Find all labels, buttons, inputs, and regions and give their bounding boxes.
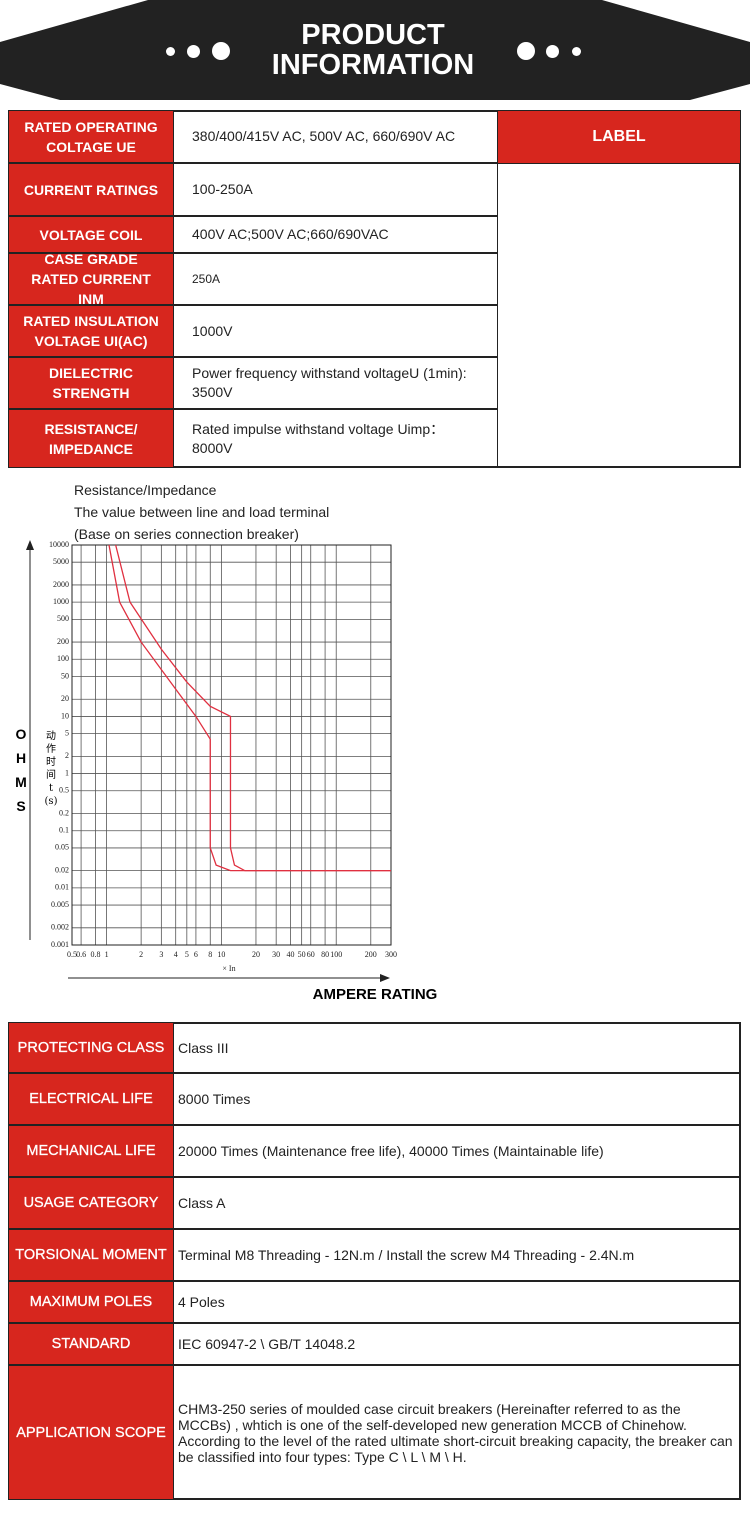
row-label: STANDARD xyxy=(8,1323,174,1365)
y-tick-label: 0.01 xyxy=(55,883,69,892)
y-tick-label: 50 xyxy=(61,671,69,680)
curve xyxy=(115,544,391,872)
row-label: RATED OPERATING COLTAGE UE xyxy=(8,110,174,163)
row-value: 250A xyxy=(173,253,498,305)
y-tick-label: 0.2 xyxy=(59,808,69,817)
row-value: Rated impulse withstand voltage Uimp： 80… xyxy=(173,409,498,468)
x-tick-label: 40 xyxy=(287,950,295,959)
row-label: CASE GRADE RATED CURRENT INM xyxy=(8,251,174,307)
x-tick-label: 6 xyxy=(194,950,198,959)
y-tick-label: 0.5 xyxy=(59,786,69,795)
x-inner-label: × In xyxy=(222,964,235,973)
y-tick-label: 200 xyxy=(57,637,69,646)
row-label: RESISTANCE/ IMPEDANCE xyxy=(8,409,174,468)
row-value: 380/400/415V AC, 500V AC, 660/690V AC xyxy=(173,110,498,163)
title: PRODUCT xyxy=(301,19,445,51)
y-tick-label: 0.002 xyxy=(51,923,69,932)
row-value: 100-250A xyxy=(173,163,498,216)
note: Resistance/Impedance xyxy=(74,482,217,498)
row-value: Terminal M8 Threading - 12N.m / Install … xyxy=(173,1229,741,1281)
row-value: 4 Poles xyxy=(173,1281,741,1323)
y-tick-label: 1 xyxy=(65,768,69,777)
y-tick-label: 5000 xyxy=(53,557,69,566)
row-label: ELECTRICAL LIFE xyxy=(8,1073,174,1125)
x-tick-label: 0.5 xyxy=(67,950,77,959)
y-tick-label: 2000 xyxy=(53,580,69,589)
x-tick-label: 8 xyxy=(208,950,212,959)
dot xyxy=(212,42,230,60)
y-tick-label: 100 xyxy=(57,654,69,663)
row-label: TORSIONAL MOMENT xyxy=(8,1229,174,1281)
row-value: IEC 60947-2 \ GB/T 14048.2 xyxy=(173,1323,741,1365)
row-value: 20000 Times (Maintenance free life), 400… xyxy=(173,1125,741,1177)
row-value: 8000 Times xyxy=(173,1073,741,1125)
x-tick-label: 5 xyxy=(185,950,189,959)
note: The value between line and load terminal xyxy=(74,504,330,520)
y-tick-label: 500 xyxy=(57,614,69,623)
row-value: Class III xyxy=(173,1022,741,1073)
dot xyxy=(572,47,581,56)
row-label: APPLICATION SCOPE xyxy=(8,1365,174,1500)
curve xyxy=(108,544,391,872)
y-tick-label: 5 xyxy=(65,728,69,737)
x-tick-label: 4 xyxy=(174,950,178,959)
note: (Base on series connection breaker) xyxy=(74,526,299,542)
row-label: USAGE CATEGORY xyxy=(8,1177,174,1229)
x-tick-label: 1 xyxy=(105,950,109,959)
row-value: Power frequency withstand voltageU (1min… xyxy=(173,357,498,409)
x-tick-label: 0.8 xyxy=(90,950,100,959)
label-header: LABEL xyxy=(497,110,741,164)
chart: 0.001 0.002 0.005 0.01 0.02 0.05 0.1 0.2 0.5 1 2 5 1… xyxy=(26,540,397,982)
x-tick-label: 300 xyxy=(385,950,397,959)
row-label: MAXIMUM POLES xyxy=(8,1281,174,1323)
row-value: Class A xyxy=(173,1177,741,1229)
row-value: 400V AC;500V AC;660/690VAC xyxy=(173,216,498,253)
dot xyxy=(187,45,200,58)
arrow-head xyxy=(380,974,390,982)
x-tick-label: 60 xyxy=(307,950,315,959)
x-tick-label: 80 xyxy=(321,950,329,959)
title: INFORMATION xyxy=(271,49,475,81)
dot xyxy=(546,45,559,58)
row-value: 1000V xyxy=(173,305,498,357)
x-tick-label: 10 xyxy=(217,950,225,959)
y-tick-label: 1000 xyxy=(53,597,69,606)
y-inner-label: 动作时间t(s) xyxy=(44,731,58,807)
x-tick-label: 100 xyxy=(330,950,342,959)
y-tick-label: 0.001 xyxy=(51,940,69,949)
dot xyxy=(517,42,535,60)
arrow-head xyxy=(26,540,34,550)
y-tick-label: 0.05 xyxy=(55,843,69,852)
x-tick-label: 50 xyxy=(298,950,306,959)
x-tick-label: 3 xyxy=(159,950,163,959)
row-label: VOLTAGE COIL xyxy=(8,216,174,253)
row-value: CHM3-250 series of moulded case circuit … xyxy=(173,1365,741,1500)
x-tick-label: 30 xyxy=(272,950,280,959)
y-tick-label: 0.005 xyxy=(51,900,69,909)
row-label: DIELECTRIC STRENGTH xyxy=(8,357,174,409)
y-axis-label: OHMS xyxy=(15,726,27,814)
row-label: MECHANICAL LIFE xyxy=(8,1125,174,1177)
plot-frame xyxy=(71,544,392,946)
y-tick-label: 2 xyxy=(65,751,69,760)
x-tick-label: 20 xyxy=(252,950,260,959)
header-bg xyxy=(0,0,750,100)
row-label: RATED INSULATION VOLTAGE UI(AC) xyxy=(8,305,174,357)
dot xyxy=(166,47,175,56)
chart-notes: Resistance/Impedance The value between l… xyxy=(74,479,329,545)
y-tick-label: 20 xyxy=(61,694,69,703)
y-tick-label: 0.02 xyxy=(55,865,69,874)
label-area xyxy=(497,163,741,468)
row-label: PROTECTING CLASS xyxy=(8,1022,174,1073)
y-tick-label: 0.1 xyxy=(59,826,69,835)
y-tick-label: 10000 xyxy=(49,540,69,549)
x-axis-label: AMPERE RATING xyxy=(312,986,438,1003)
row-label: CURRENT RATINGS xyxy=(8,163,174,216)
y-tick-label: 10 xyxy=(61,711,69,720)
x-tick-label: 2 xyxy=(139,950,143,959)
x-tick-label: 200 xyxy=(365,950,377,959)
x-tick-label: 0.6 xyxy=(76,950,86,959)
